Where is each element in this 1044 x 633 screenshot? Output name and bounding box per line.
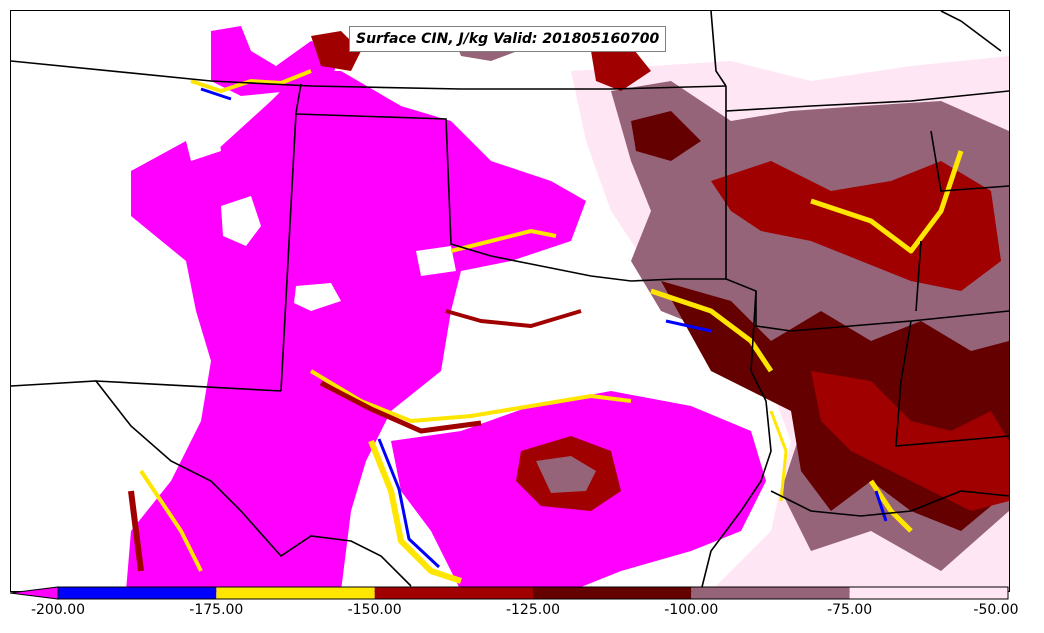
colorbar-tick-label: -75.00 [827, 602, 873, 618]
cin-red-east [711, 161, 1001, 291]
colorbar-tick-label: -200.00 [30, 602, 86, 618]
colorbar: -200.00 -175.00 -150.00 -125.00 -100.00 -75.0… [0, 586, 1044, 633]
colorbar-tick-label: -50.00 [973, 602, 1019, 618]
colorbar-swatches [9, 586, 1009, 600]
colorbar-swatch [691, 587, 850, 599]
colorbar-swatch [849, 587, 1008, 599]
colorbar-extend-min [9, 586, 59, 600]
cin-field-map [11, 11, 1009, 591]
colorbar-tick-label: -100.00 [664, 602, 719, 618]
cin-magenta-north [211, 26, 341, 96]
colorbar-swatch [374, 587, 533, 599]
colorbar-border [57, 586, 1009, 600]
colorbar-swatch [533, 587, 692, 599]
colorbar-swatch [216, 587, 375, 599]
cin-red-se [811, 371, 1009, 511]
state-boundaries [11, 11, 1009, 591]
cin-region-weak [516, 56, 1009, 591]
colorbar-tick-label: -175.00 [189, 602, 244, 618]
colorbar-swatch [58, 587, 217, 599]
map-title: Surface CIN, J/kg Valid: 201805160700 [349, 26, 667, 52]
map-panel: Surface CIN, J/kg Valid: 201805160700 [10, 10, 1010, 592]
colorbar-tick-label: -150.00 [347, 602, 402, 618]
cin-mauve-gulf-core [536, 456, 596, 493]
cin-north-patches [311, 26, 701, 161]
colorbar-tick-label: -125.00 [505, 602, 561, 618]
